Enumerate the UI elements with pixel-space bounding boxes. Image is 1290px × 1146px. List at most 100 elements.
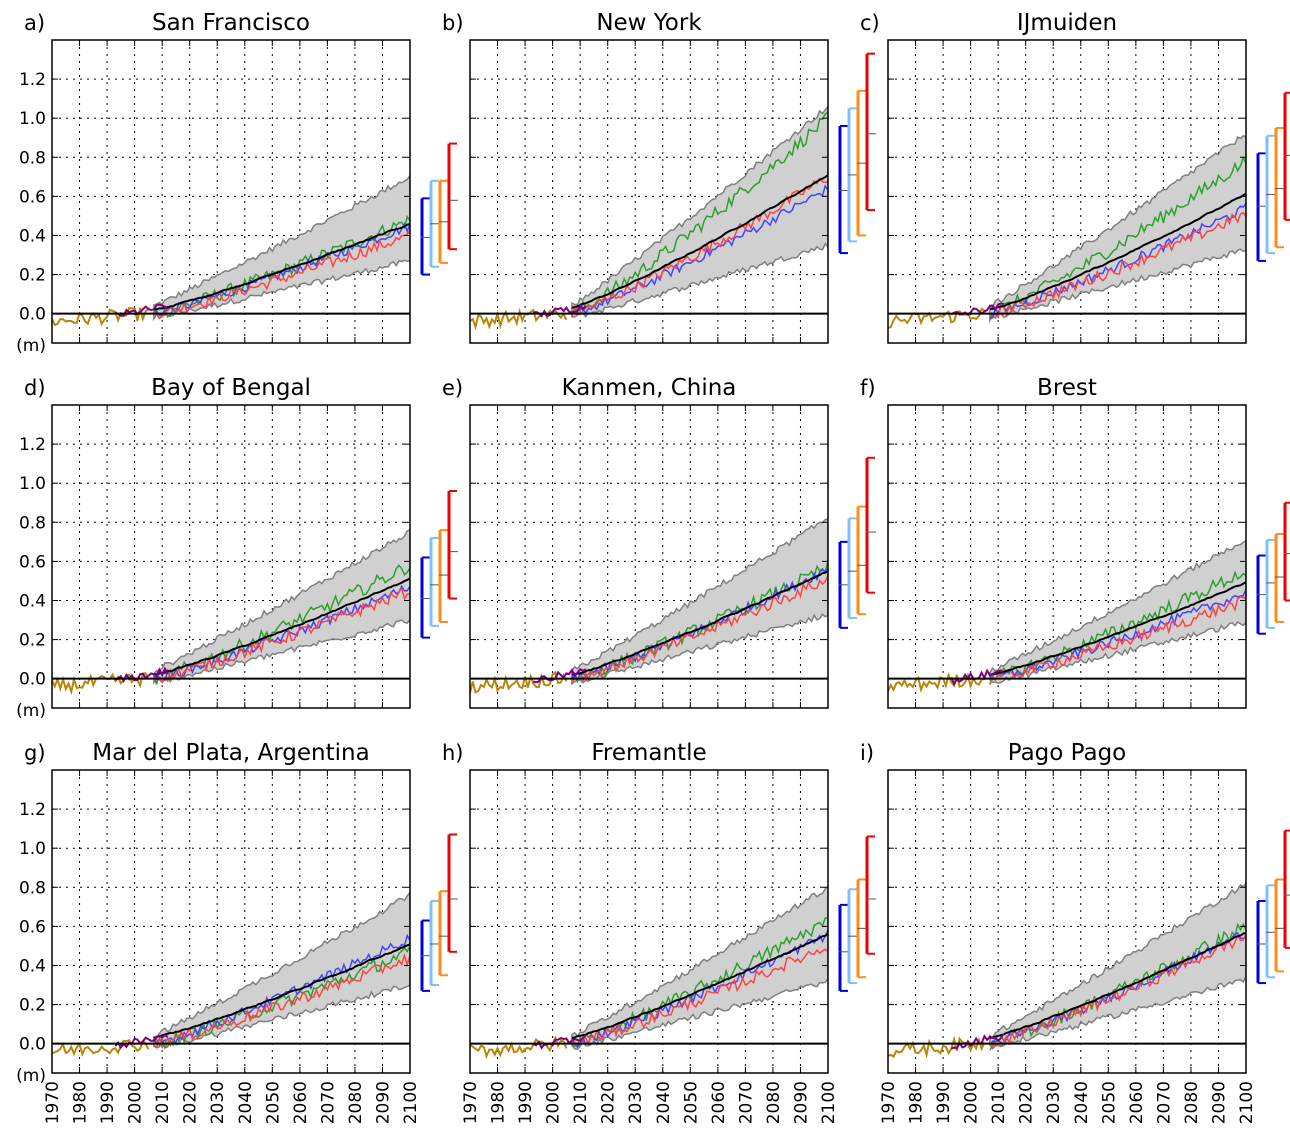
y-tick-label: 0.0 (19, 305, 46, 325)
x-tick-label: 2100 (819, 1081, 839, 1124)
model-range-band (571, 518, 828, 686)
x-tick-label: 2090 (791, 1081, 811, 1124)
panel-letter: f) (860, 376, 876, 400)
y-tick-label: 1.2 (19, 435, 46, 455)
series-model-red (989, 595, 1246, 684)
panel-d: d) Bay of Bengal 0.0 0.2 0.4 0.6 0.8 1.0 1.2 (m) (16, 375, 458, 721)
x-tick-label: 1990 (98, 1081, 118, 1124)
panel-f: f) Brest (860, 375, 1290, 709)
x-tick-label: 1980 (907, 1081, 927, 1124)
model-range-band (989, 539, 1246, 684)
x-tick-label: 2100 (401, 1081, 421, 1124)
plot-area (888, 405, 1246, 708)
series-model-blue (153, 221, 410, 317)
x-tick-label: 2040 (1072, 1081, 1092, 1124)
panel-h: h) Fremantle 1970 1980 1990 2000 2010 2020 2030 2… (442, 740, 876, 1124)
panel-e: e) Kanmen, China (442, 375, 876, 709)
series-model-blue (989, 589, 1246, 679)
y-tick-label: 1.2 (19, 70, 46, 90)
x-tick-label: 2020 (181, 1081, 201, 1124)
panel-title: New York (596, 10, 702, 36)
x-tick-label: 2000 (544, 1081, 564, 1124)
series-model-green (153, 945, 410, 1049)
series-observed-tide-gauge (470, 1035, 568, 1060)
series-model-mean (153, 577, 410, 676)
panel-g: g) Mar del Plata, Argentina 0.0 0.2 0.4 0.6 0.… (16, 740, 458, 1124)
x-tick-label: 2010 (989, 1081, 1009, 1124)
x-tick-label: 2070 (318, 1081, 338, 1124)
x-tick-label: 1970 (879, 1081, 899, 1124)
axes-frame (887, 39, 1247, 344)
model-range-band (989, 135, 1246, 324)
plot-area (888, 40, 1246, 343)
x-tick-label: 2090 (1209, 1081, 1229, 1124)
y-tick-label: 0.0 (19, 670, 46, 690)
axes-frame (51, 39, 411, 344)
x-tick-label: 2060 (709, 1081, 729, 1124)
model-range-band (571, 885, 828, 1051)
model-range-band (153, 891, 410, 1050)
panel-a: a) San Francisco 0.0 0.2 0.4 0.6 0.8 1.0 1.2 (m) (16, 10, 458, 356)
series-model-mean (153, 943, 410, 1039)
series-model-mean (989, 192, 1246, 311)
panel-title: Pago Pago (1008, 740, 1127, 766)
y-tick-label: 0.6 (19, 187, 46, 207)
x-tick-label: 2080 (764, 1081, 784, 1124)
x-tick-label: 2050 (1099, 1081, 1119, 1124)
axes-frame (51, 769, 411, 1074)
panel-b: b) New York (442, 10, 876, 344)
series-observed-altimetry (532, 667, 587, 684)
y-tick-label: 0.4 (19, 226, 46, 246)
x-tick-label: 1980 (71, 1081, 91, 1124)
panel-letter: d) (24, 376, 46, 400)
series-observed-tide-gauge (470, 670, 568, 694)
x-tick-label: 2090 (373, 1081, 393, 1124)
panel-title: Bay of Bengal (151, 375, 311, 401)
series-model-red (571, 575, 828, 683)
model-range-band (571, 105, 828, 319)
x-tick-label: 2080 (346, 1081, 366, 1124)
model-range-band (153, 174, 410, 322)
x-tick-label: 2060 (1127, 1081, 1147, 1124)
panel-title: Brest (1037, 375, 1097, 401)
x-tick-label: 2000 (126, 1081, 146, 1124)
y-tick-label: 0.2 (19, 996, 46, 1016)
y-tick-label: 1.0 (19, 474, 46, 494)
axes-frame (469, 39, 829, 344)
y-tick-label: 0.2 (19, 266, 46, 286)
series-model-red (989, 211, 1246, 319)
series-observed-tide-gauge (52, 672, 150, 696)
panel-title: Mar del Plata, Argentina (92, 740, 369, 766)
x-tick-label: 2030 (208, 1081, 228, 1124)
y-unit-label: (m) (16, 1066, 46, 1086)
axes-frame (51, 404, 411, 709)
x-tick-label: 2080 (1182, 1081, 1202, 1124)
panel-letter: b) (442, 11, 464, 35)
series-model-mean (571, 174, 828, 309)
series-model-green (571, 111, 828, 316)
plot-area (52, 405, 410, 708)
panel-letter: i) (860, 741, 874, 765)
x-tick-label: 2070 (1154, 1081, 1174, 1124)
y-tick-label: 0.8 (19, 878, 46, 898)
x-tick-label: 2070 (736, 1081, 756, 1124)
series-model-mean (989, 581, 1246, 676)
x-tick-label: 2050 (681, 1081, 701, 1124)
y-unit-label: (m) (16, 336, 46, 356)
plot-area (52, 770, 410, 1073)
x-tick-label: 2010 (153, 1081, 173, 1124)
series-model-blue (153, 584, 410, 682)
panel-title: San Francisco (152, 10, 310, 36)
panel-title: Kanmen, China (562, 375, 737, 401)
axes-frame (469, 404, 829, 709)
series-observed-tide-gauge (888, 1035, 986, 1059)
panel-c: c) IJmuiden (860, 10, 1290, 344)
x-tick-label: 2040 (236, 1081, 256, 1124)
panel-letter: a) (24, 11, 45, 35)
x-tick-label: 1990 (934, 1081, 954, 1124)
series-model-red (153, 586, 410, 684)
panel-letter: h) (442, 741, 464, 765)
panel-title: IJmuiden (1017, 10, 1117, 36)
plot-area (470, 40, 828, 343)
